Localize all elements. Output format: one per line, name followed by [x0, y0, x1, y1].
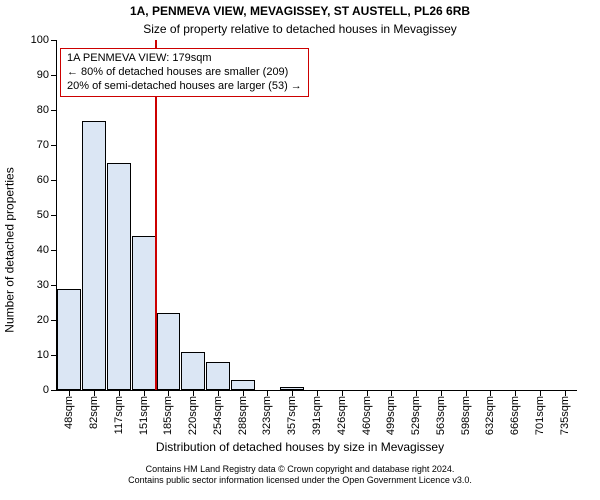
x-tick-label: 151sqm	[138, 396, 150, 435]
footer-credits: Contains HM Land Registry data © Crown c…	[0, 464, 600, 486]
chart-title: 1A, PENMEVA VIEW, MEVAGISSEY, ST AUSTELL…	[0, 4, 600, 18]
chart-subtitle: Size of property relative to detached ho…	[0, 22, 600, 36]
histogram-bar	[206, 362, 230, 390]
y-tick	[51, 110, 57, 111]
y-tick	[51, 355, 57, 356]
y-tick	[51, 75, 57, 76]
annotation-line: 1A PENMEVA VIEW: 179sqm	[67, 52, 302, 66]
y-tick	[51, 320, 57, 321]
footer-line: Contains HM Land Registry data © Crown c…	[0, 464, 600, 475]
histogram-bar	[107, 163, 131, 391]
y-tick-label: 40	[37, 244, 49, 256]
x-tick-label: 460sqm	[361, 396, 373, 435]
x-tick-label: 391sqm	[311, 396, 323, 435]
y-axis-label: Number of detached properties	[3, 167, 17, 332]
y-tick	[51, 215, 57, 216]
y-tick-label: 70	[37, 139, 49, 151]
x-tick-label: 288sqm	[237, 396, 249, 435]
y-tick	[51, 250, 57, 251]
x-tick-label: 220sqm	[187, 396, 199, 435]
y-tick	[51, 180, 57, 181]
x-tick-label: 254sqm	[212, 396, 224, 435]
x-tick-label: 117sqm	[113, 396, 125, 434]
x-tick-label: 82sqm	[88, 396, 100, 429]
histogram-bar	[181, 352, 205, 391]
x-tick-label: 666sqm	[509, 396, 521, 435]
y-tick-label: 90	[37, 69, 49, 81]
y-tick	[51, 145, 57, 146]
x-tick-label: 735sqm	[559, 396, 571, 435]
x-tick-label: 701sqm	[534, 396, 546, 435]
y-tick-label: 20	[37, 314, 49, 326]
x-tick-label: 499sqm	[385, 396, 397, 435]
x-tick-label: 48sqm	[63, 396, 75, 429]
y-axis-label-container: Number of detached properties	[2, 0, 18, 500]
y-tick-label: 30	[37, 279, 49, 291]
x-tick-label: 426sqm	[336, 396, 348, 435]
y-tick-label: 50	[37, 209, 49, 221]
histogram-bar	[57, 289, 81, 391]
y-tick-label: 100	[31, 34, 49, 46]
y-tick-label: 10	[37, 349, 49, 361]
y-tick	[51, 285, 57, 286]
histogram-bar	[82, 121, 106, 391]
x-tick-label: 598sqm	[460, 396, 472, 435]
histogram-bar	[231, 380, 255, 391]
footer-line: Contains public sector information licen…	[0, 475, 600, 486]
y-tick-label: 60	[37, 174, 49, 186]
histogram-bar	[132, 236, 156, 390]
x-tick-label: 357sqm	[286, 396, 298, 435]
x-axis-label: Distribution of detached houses by size …	[0, 440, 600, 454]
histogram-bar	[157, 313, 181, 390]
x-tick-label: 323sqm	[261, 396, 273, 435]
y-tick-label: 80	[37, 104, 49, 116]
y-tick	[51, 40, 57, 41]
annotation-box: 1A PENMEVA VIEW: 179sqm← 80% of detached…	[60, 48, 309, 97]
y-tick	[51, 390, 57, 391]
annotation-line: 20% of semi-detached houses are larger (…	[67, 80, 302, 94]
x-tick-label: 632sqm	[484, 396, 496, 435]
x-tick-label: 185sqm	[162, 396, 174, 435]
y-tick-label: 0	[43, 384, 49, 396]
x-tick-label: 563sqm	[435, 396, 447, 435]
x-tick-label: 529sqm	[410, 396, 422, 435]
annotation-line: ← 80% of detached houses are smaller (20…	[67, 66, 302, 80]
